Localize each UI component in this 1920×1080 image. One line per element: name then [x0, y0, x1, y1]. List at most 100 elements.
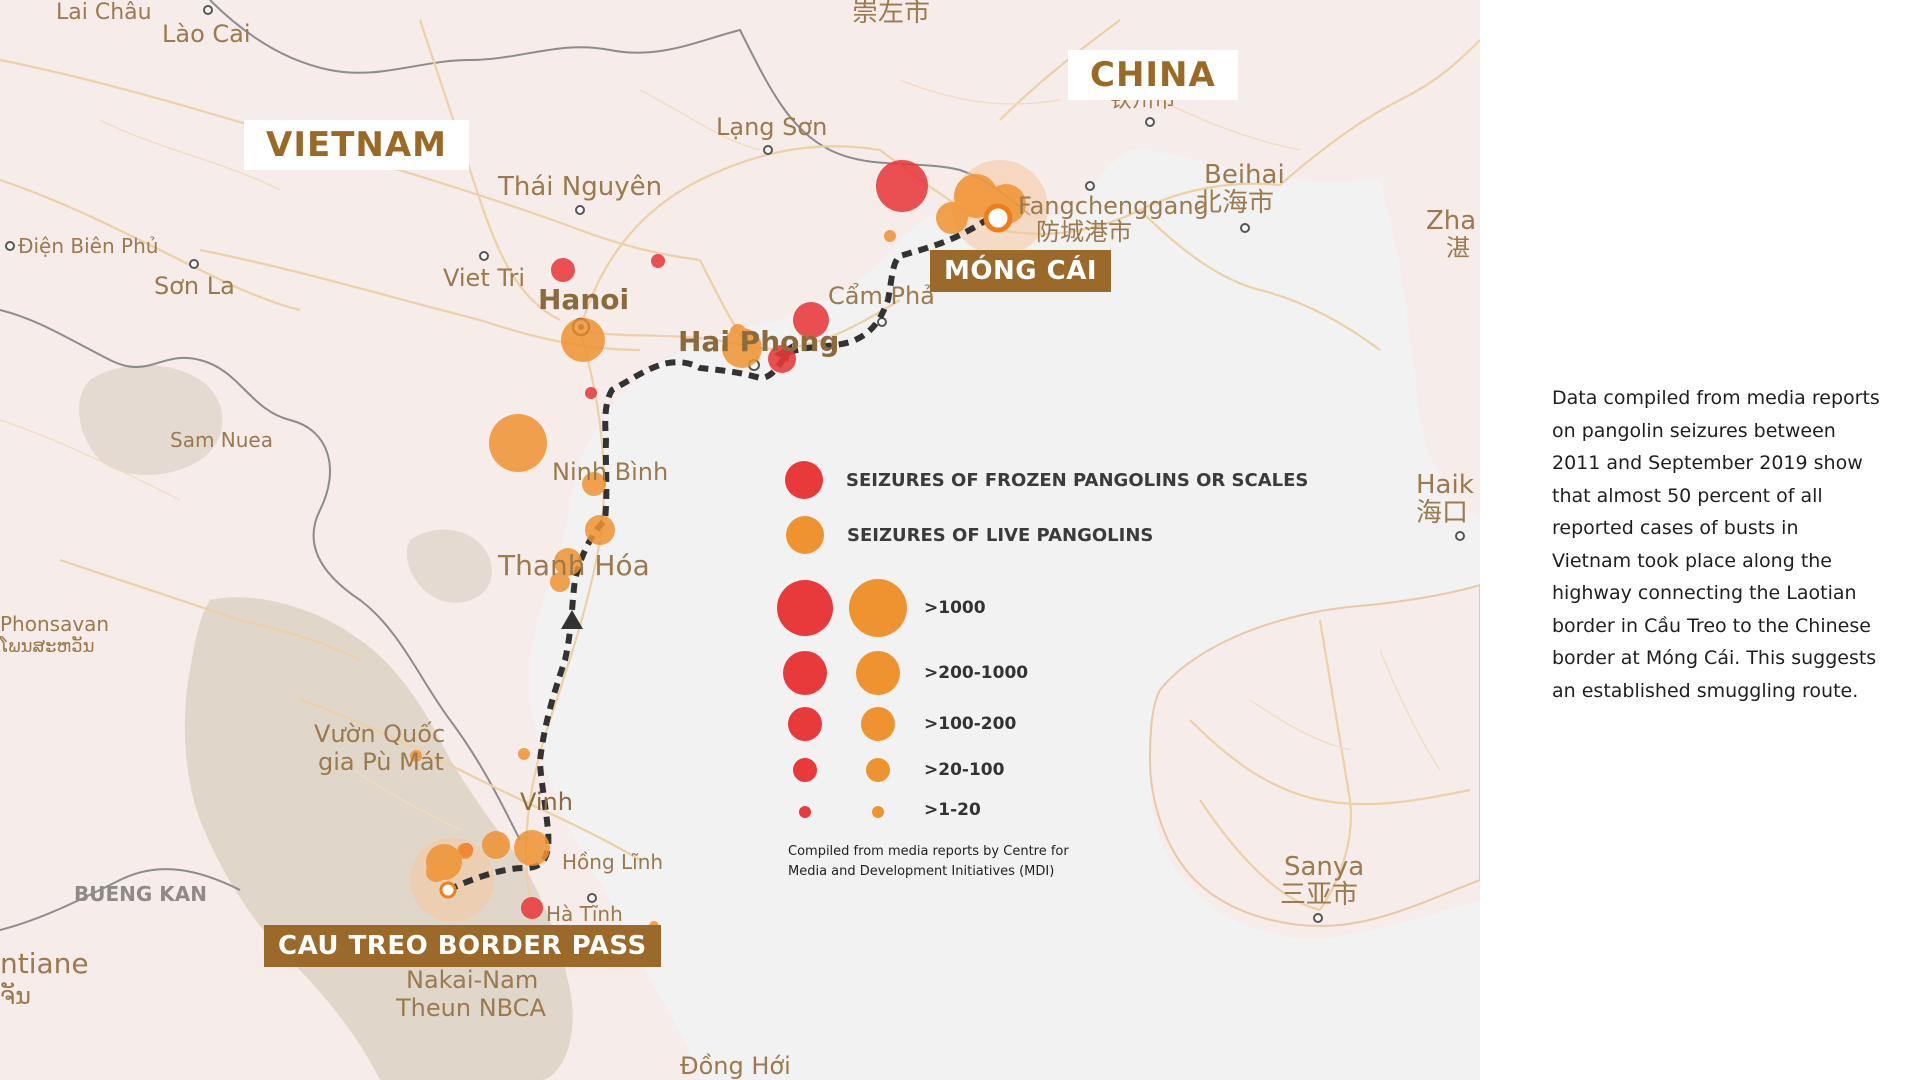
place-haikou: Haik [1416, 470, 1474, 500]
seizure-live-circle [585, 515, 615, 545]
place-hong-linh: Hồng Lĩnh [562, 850, 664, 874]
place-sanya: Sanya [1284, 852, 1365, 882]
place-chongzuo: 崇左市 [852, 0, 931, 28]
legend-swatches [777, 461, 907, 818]
place-thai-nguyen: Thái Nguyên [498, 172, 663, 202]
frozen-seizures [459, 160, 928, 919]
place-beihai: Beihai [1204, 160, 1285, 190]
minor-roads [0, 79, 1441, 831]
country-label-china: CHINA [1068, 50, 1238, 100]
place-zhanjiang: Zha [1426, 206, 1477, 236]
legend-source-line-1: Compiled from media reports by Centre fo… [788, 844, 1069, 859]
seizure-frozen-circle [551, 258, 575, 282]
place-theun: Theun NBCA [396, 994, 546, 1022]
legend-size-frozen [783, 651, 827, 695]
place-lao-cai: Lào Cai [162, 20, 251, 48]
seizure-live-circle [514, 830, 550, 866]
park-area [79, 365, 223, 475]
place-sam-nuea: Sam Nuea [170, 428, 273, 452]
live-seizures [410, 174, 1026, 931]
place-dong-hoi: Đồng Hới [680, 1052, 791, 1080]
legend-size-label: >200-1000 [924, 663, 1029, 683]
seizure-live-circle [884, 230, 896, 242]
seizure-frozen-circle [768, 345, 796, 373]
route-label-mong-cai: MÓNG CÁI [930, 250, 1112, 292]
place-gia-pu-mat: gia Pù Mát [318, 748, 444, 776]
border-line [209, 0, 1031, 216]
seizure-live-circle [457, 843, 473, 859]
legend-size-label: >1000 [924, 598, 986, 618]
legend-size-frozen [793, 758, 817, 782]
legend-size-live [866, 758, 890, 782]
seizure-live-circle [410, 750, 422, 762]
border-line [0, 309, 521, 841]
map-canvas [0, 0, 1480, 1080]
legend-size-label: >20-100 [924, 760, 1005, 780]
legend-size-frozen [777, 580, 833, 636]
legend-size-frozen [788, 707, 822, 741]
place-son-la: Sơn La [154, 272, 235, 300]
seizure-live-circle [518, 748, 530, 760]
gulf-of-tonkin-water [529, 150, 1480, 1080]
seizure-frozen-circle [876, 160, 928, 212]
legend-size-live [856, 651, 900, 695]
legend-frozen-label: SEIZURES OF FROZEN PANGOLINS OR SCALES [846, 470, 1309, 491]
route-endpoint-mong-cai [983, 203, 1013, 233]
place-dien-bien-phu: Điện Biên Phủ [18, 234, 159, 258]
place-lai-chau: Lai Châu [56, 0, 152, 25]
route-label-cau-treo: CAU TREO BORDER PASS [264, 925, 661, 967]
leizhou-peninsula [1380, 160, 1480, 520]
place-thanh-hoa: Thanh Hóa [498, 549, 650, 582]
seizure-frozen-circle [521, 897, 543, 919]
park-area [406, 529, 492, 603]
place-hai-phong: Hai Phong [678, 325, 840, 358]
place-viet-tri: Viet Tri [443, 264, 526, 292]
place-cam-pha: Cẩm Phả [828, 282, 935, 310]
place-sanya-zh: 三亚市 [1280, 880, 1359, 910]
place-nakai: Nakai-Nam [406, 966, 539, 994]
smuggling-route [446, 206, 1003, 893]
place-phonsavan: Phonsavan [0, 612, 110, 636]
legend-size-label: >1-20 [924, 800, 981, 820]
place-vientiane-lo: ຈັນ [0, 982, 31, 1010]
place-fangchenggang-zh: 防城港市 [1036, 218, 1132, 246]
place-fangchenggang: Fangchenggang [1018, 192, 1209, 220]
border-line [0, 868, 241, 931]
place-phonsavan-lo: ໂພນສະຫວັນ [0, 636, 95, 657]
place-haikou-zh: 海口 [1416, 498, 1469, 528]
map[interactable]: Lai Châu Lào Cai 崇左市 Lạng Sơn Thái Nguyê… [0, 0, 1480, 1080]
legend-frozen-swatch [785, 461, 823, 499]
place-vientiane: ntiane [0, 947, 89, 980]
place-vinh: Vinh [520, 788, 573, 816]
place-ninh-binh: Ninh Bình [552, 458, 669, 486]
seizure-live-circle [489, 414, 547, 472]
place-vuon-quoc: Vườn Quốc [314, 720, 446, 748]
seizure-live-circle [561, 318, 605, 362]
seizure-live-circle [554, 548, 582, 576]
seizure-live-circle [426, 862, 446, 882]
seizure-live-circle [482, 831, 510, 859]
place-beihai-zh: 北海市 [1196, 188, 1275, 218]
place-lang-son: Lạng Sơn [716, 113, 828, 141]
legend-live-swatch [786, 516, 824, 554]
description-text: Data compiled from media reports on pang… [1552, 387, 1880, 702]
seizure-live-circle [722, 328, 762, 368]
route-arrow-icon [561, 610, 583, 629]
seizure-frozen-circle [793, 302, 829, 338]
seizure-frozen-circle [585, 387, 597, 399]
legend-size-label: >100-200 [924, 714, 1017, 734]
hainan-island [1148, 583, 1480, 927]
seizure-live-circle [582, 472, 606, 496]
legend-size-live [872, 806, 884, 818]
place-hanoi: Hanoi [538, 283, 630, 316]
legend-size-frozen [799, 806, 811, 818]
country-label-vietnam: VIETNAM [244, 120, 469, 170]
legend-size-live [861, 707, 895, 741]
seizure-live-circle [936, 202, 968, 234]
place-ha-tinh: Hà Tĩnh [546, 902, 623, 926]
legend-size-live [849, 579, 907, 637]
legend-source-line-2: Media and Development Initiatives (MDI) [788, 864, 1055, 879]
place-zhanjiang-zh: 湛 [1446, 234, 1470, 262]
place-bueng-kan: BUENG KAN [74, 882, 207, 906]
legend-live-label: SEIZURES OF LIVE PANGOLINS [847, 525, 1154, 546]
